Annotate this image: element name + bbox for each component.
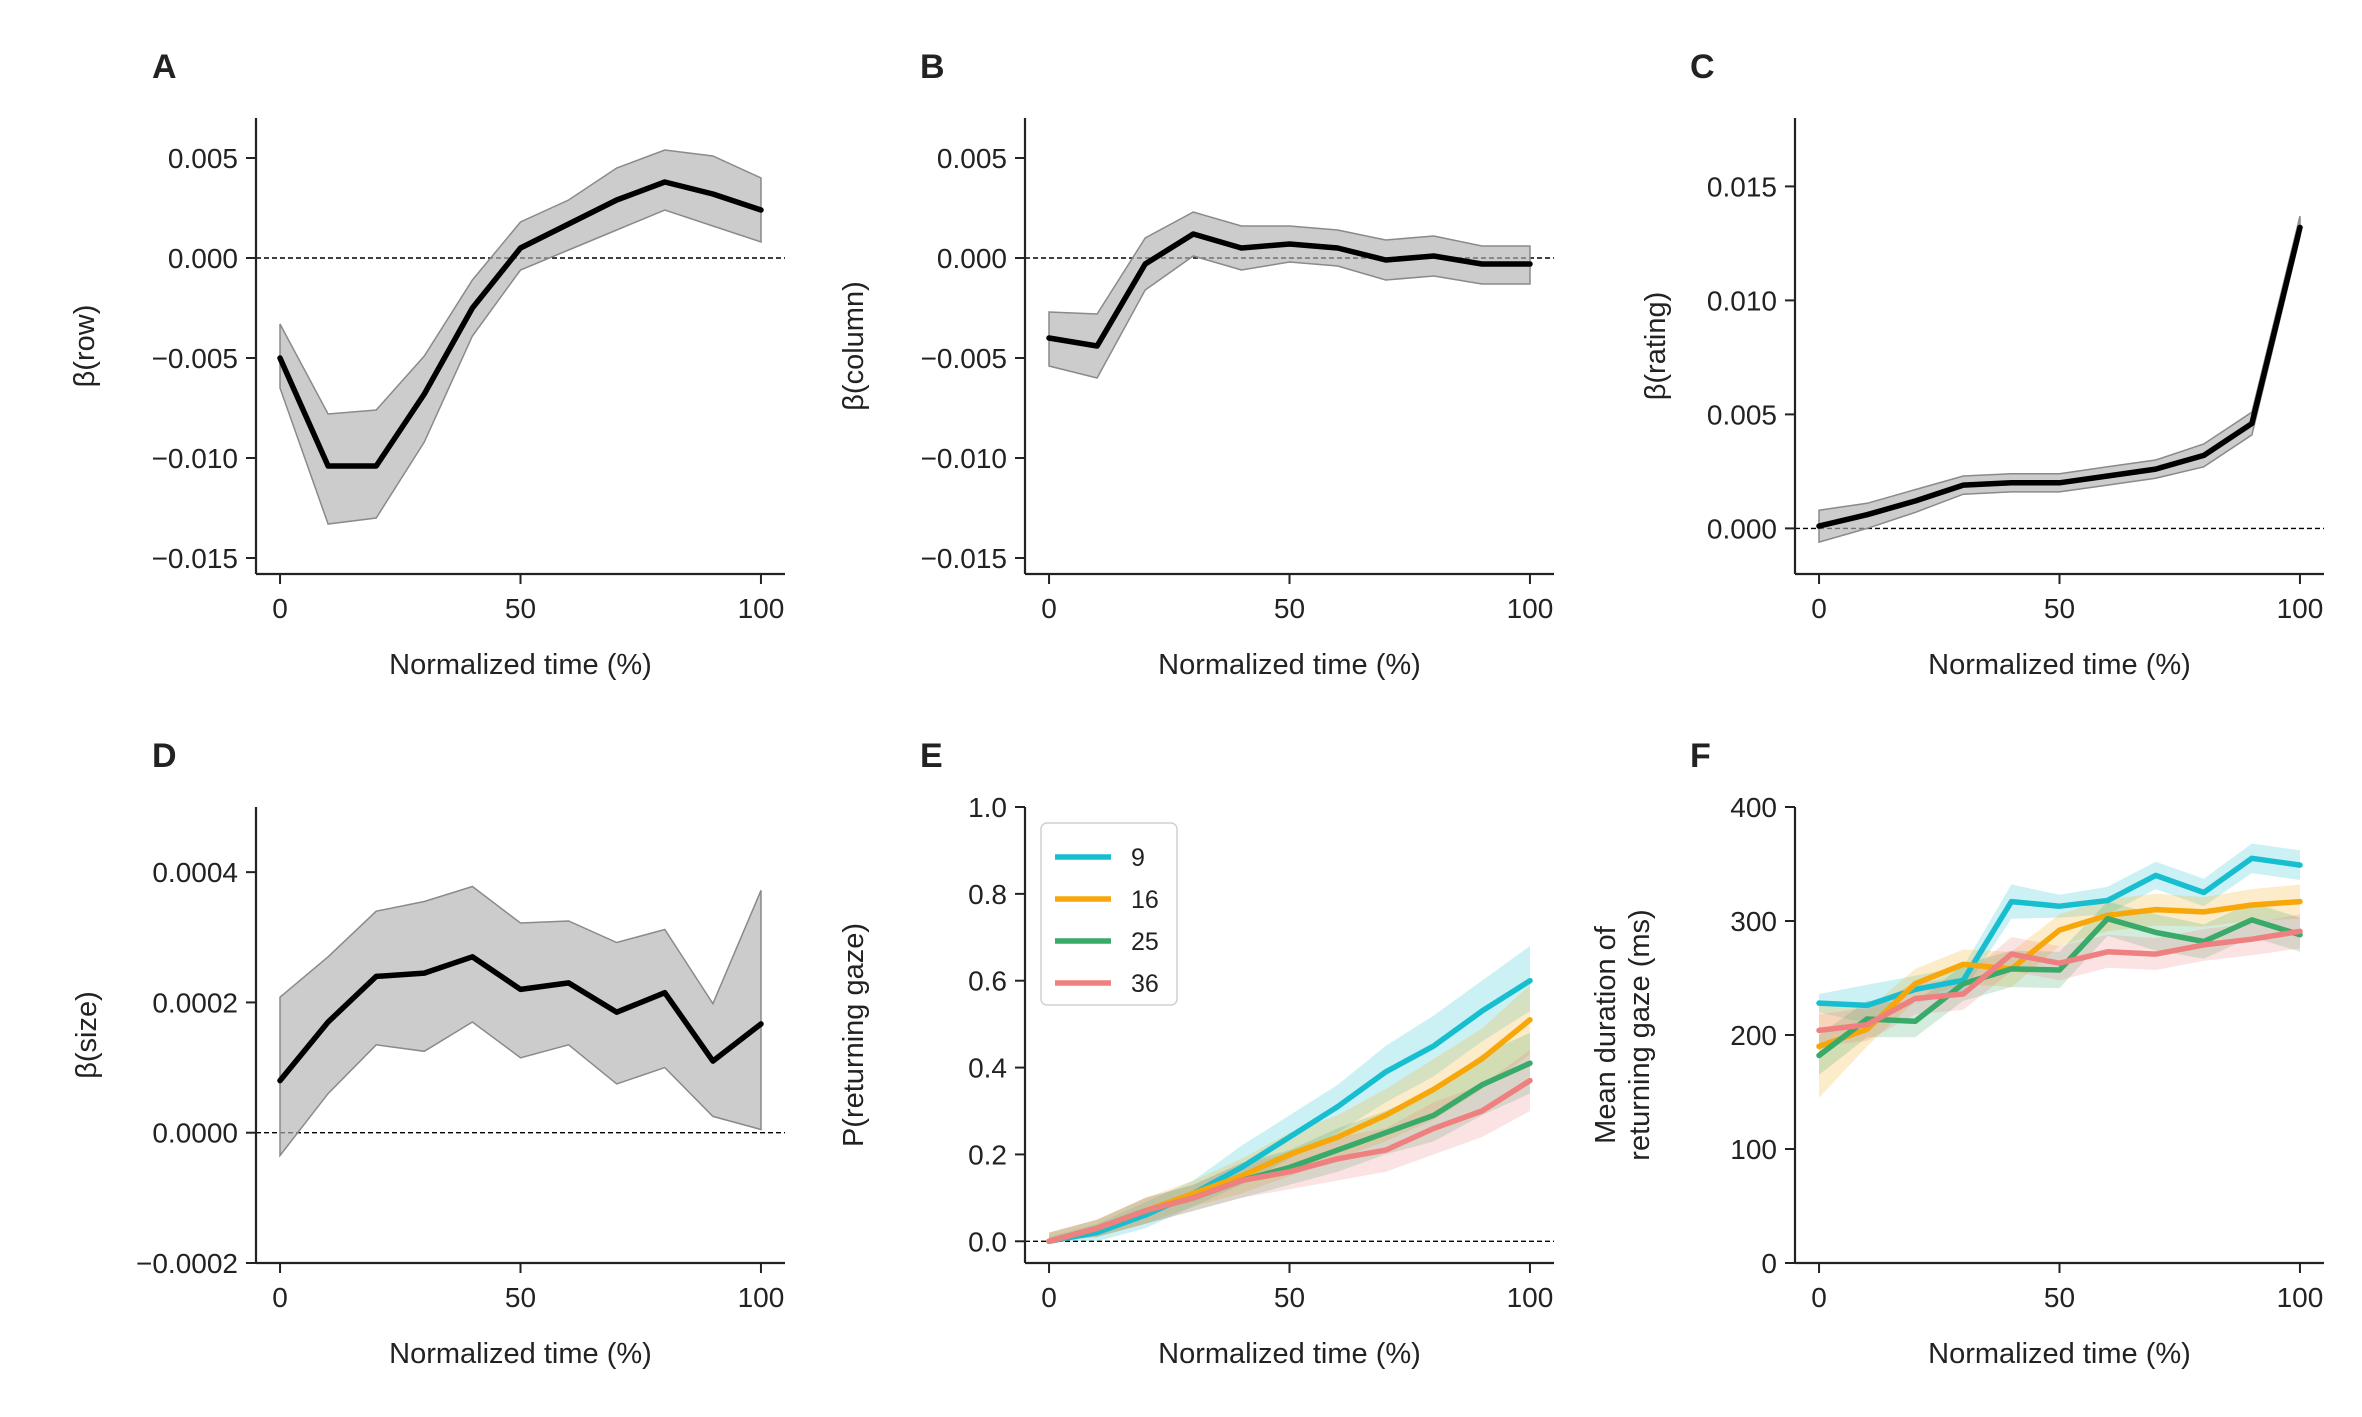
- y-tick-label: −0.005: [152, 343, 238, 374]
- confidence-band-series-0: [1818, 215, 2301, 544]
- series-line-series-0: [277, 179, 764, 469]
- panel-letter: E: [920, 737, 943, 775]
- x-tick-label: 0: [272, 593, 288, 624]
- x-axis-label: Normalized time (%): [1158, 1338, 1421, 1370]
- confidence-band-25: [1049, 1032, 1530, 1242]
- y-tick-label: 100: [1730, 1134, 1777, 1165]
- y-tick-label: 0.005: [1707, 399, 1777, 430]
- y-tick-label: 0.2: [968, 1139, 1007, 1170]
- confidence-band-9: [1819, 843, 2300, 1024]
- y-tick-label: −0.0002: [136, 1248, 238, 1279]
- legend-entry-9: 9: [1131, 844, 1145, 872]
- x-tick-label: 0: [1811, 593, 1827, 624]
- series-line-series-0: [1046, 231, 1533, 349]
- x-tick-label: 50: [505, 593, 536, 624]
- series-line-9: [1816, 855, 2303, 1009]
- x-axis-label: Normalized time (%): [1928, 1338, 2191, 1370]
- y-tick-label: 0.000: [168, 243, 238, 274]
- panel-letter: A: [152, 48, 177, 86]
- y-tick-label: 0.000: [1707, 513, 1777, 544]
- y-tick-label: 0.010: [1707, 285, 1777, 316]
- x-axis-label: Normalized time (%): [1158, 649, 1421, 681]
- legend: 9 16 25 36: [1040, 822, 1178, 1006]
- panel-letter: C: [1690, 48, 1715, 86]
- x-tick-label: 50: [505, 1282, 536, 1313]
- panel-letter: F: [1690, 737, 1711, 775]
- y-axis-label: β(row): [69, 305, 101, 388]
- x-tick-label: 50: [2044, 1282, 2075, 1313]
- legend-entry-16: 16: [1131, 886, 1159, 914]
- y-tick-label: 0.005: [937, 143, 1007, 174]
- x-tick-label: 100: [1507, 593, 1554, 624]
- y-axis-label: returning gaze (ms): [1624, 909, 1656, 1160]
- y-tick-label: 400: [1730, 792, 1777, 823]
- x-tick-label: 0: [1041, 593, 1057, 624]
- x-tick-label: 50: [1274, 1282, 1305, 1313]
- x-tick-label: 50: [1274, 593, 1305, 624]
- confidence-band-series-0: [279, 885, 762, 1158]
- panel-b: B 0 50 100 0.005 0.000 −0.005 −0.010 −0.015 Norma…: [838, 48, 1554, 681]
- series-line-series-0: [277, 954, 764, 1084]
- legend-entry-36: 36: [1131, 970, 1159, 998]
- y-tick-label: 1.0: [968, 792, 1007, 823]
- y-tick-label: 300: [1730, 906, 1777, 937]
- legend-frame: [1040, 822, 1178, 1006]
- panel-f: F 0 50 100 400 300 200 100 0 Normalized time (%) M…: [1590, 737, 2324, 1370]
- series-line-25: [1816, 915, 2303, 1059]
- y-axis-label: Mean duration of: [1590, 925, 1622, 1144]
- series-line-9: [1046, 977, 1533, 1245]
- confidence-band-36: [1049, 1050, 1530, 1242]
- panel-letter: D: [152, 737, 177, 775]
- y-tick-label: −0.005: [921, 343, 1007, 374]
- x-tick-label: 100: [738, 1282, 785, 1313]
- x-axis-label: Normalized time (%): [1928, 649, 2191, 681]
- series-line-36: [1046, 1077, 1533, 1245]
- series-line-36: [1816, 928, 2303, 1034]
- panel-d: D 0 50 100 0.0004 0.0002 0.0000 −0.0002 Normaliz…: [71, 737, 785, 1370]
- x-tick-label: 100: [2277, 1282, 2324, 1313]
- y-tick-label: 0.0: [968, 1226, 1007, 1257]
- x-tick-label: 100: [738, 593, 785, 624]
- panel-a: A 0 50 100 0.005 0.000 −0.005 −0.010 −0.015 Norma…: [69, 48, 785, 681]
- y-axis-label: P(returning gaze): [838, 923, 870, 1147]
- y-axis-label: β(column): [838, 281, 870, 410]
- x-axis-label: Normalized time (%): [389, 649, 652, 681]
- legend-entry-25: 25: [1131, 928, 1159, 956]
- y-tick-label: −0.015: [152, 543, 238, 574]
- y-tick-label: 0.0000: [152, 1118, 238, 1149]
- confidence-band-series-0: [1048, 211, 1531, 379]
- y-tick-label: 200: [1730, 1020, 1777, 1051]
- y-tick-label: 0.005: [168, 143, 238, 174]
- panel-letter: B: [920, 48, 945, 86]
- y-tick-label: 0.015: [1707, 171, 1777, 202]
- y-tick-label: 0.0002: [152, 987, 238, 1018]
- x-tick-label: 100: [1507, 1282, 1554, 1313]
- y-tick-label: 0: [1761, 1248, 1777, 1279]
- y-tick-label: 0.0004: [152, 857, 238, 888]
- y-tick-label: 0.4: [968, 1053, 1007, 1084]
- x-tick-label: 50: [2044, 593, 2075, 624]
- y-axis-label: β(rating): [1640, 292, 1672, 401]
- x-tick-label: 0: [1811, 1282, 1827, 1313]
- series-line-series-0: [1816, 224, 2303, 529]
- x-axis-label: Normalized time (%): [389, 1338, 652, 1370]
- y-tick-label: 0.6: [968, 966, 1007, 997]
- y-tick-label: 0.8: [968, 879, 1007, 910]
- y-tick-label: −0.010: [152, 443, 238, 474]
- panel-c: C 0 50 100 0.015 0.010 0.005 0.000 Normalized ti…: [1640, 48, 2324, 681]
- x-tick-label: 100: [2277, 593, 2324, 624]
- y-tick-label: −0.010: [921, 443, 1007, 474]
- x-tick-label: 0: [1041, 1282, 1057, 1313]
- x-tick-label: 0: [272, 1282, 288, 1313]
- y-tick-label: −0.015: [921, 543, 1007, 574]
- series-line-16: [1816, 898, 2303, 1050]
- y-axis-label: β(size): [71, 991, 103, 1079]
- y-tick-label: 0.000: [937, 243, 1007, 274]
- panel-e: E 0 50 100 1.0 0.8 0.6 0.4 0.2 0.0 Normalized time…: [838, 737, 1554, 1370]
- confidence-band-25: [1819, 901, 2300, 1075]
